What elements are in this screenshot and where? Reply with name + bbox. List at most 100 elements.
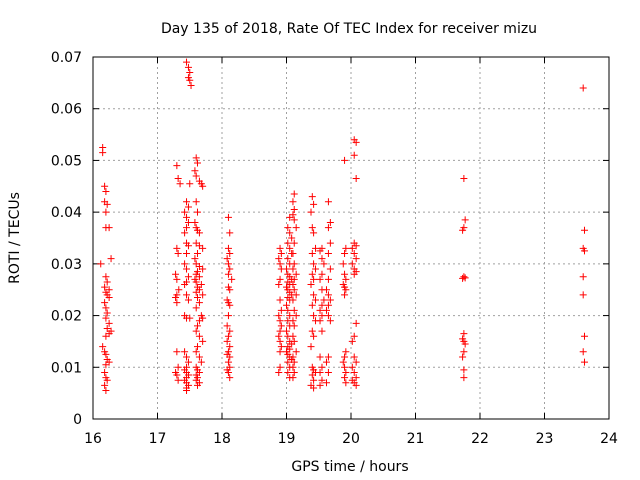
data-point [184, 63, 192, 71]
data-point [181, 208, 189, 216]
data-point [228, 275, 236, 283]
data-point [174, 175, 182, 183]
data-point [318, 301, 326, 309]
data-point [199, 244, 207, 252]
data-point [284, 239, 292, 247]
data-point [173, 275, 181, 283]
data-point [183, 250, 191, 258]
data-point [193, 293, 201, 301]
data-point [579, 291, 587, 299]
data-point [324, 353, 332, 361]
data-point [224, 244, 232, 252]
data-point [312, 296, 320, 304]
data-point [310, 384, 318, 392]
data-point [195, 353, 203, 361]
data-point [97, 260, 105, 268]
data-point [103, 200, 111, 208]
data-point [197, 358, 205, 366]
data-point [308, 224, 316, 232]
data-point [224, 270, 232, 278]
data-point [224, 332, 232, 340]
data-point [308, 250, 316, 258]
data-point [580, 226, 588, 234]
data-point [318, 327, 326, 335]
data-point [342, 244, 350, 252]
data-point [276, 275, 284, 283]
chart-title: Day 135 of 2018, Rate Of TEC Index for r… [161, 21, 537, 37]
data-point [352, 255, 360, 263]
data-point [102, 361, 110, 369]
data-point [226, 353, 234, 361]
data-point [316, 317, 324, 325]
data-point [352, 374, 360, 382]
data-point [223, 255, 231, 263]
data-point [307, 281, 315, 289]
data-point [308, 371, 316, 379]
data-point [286, 229, 294, 237]
data-point [283, 301, 290, 309]
data-point [289, 265, 297, 273]
data-point [348, 337, 356, 345]
data-point [322, 379, 330, 387]
data-point [459, 274, 467, 282]
data-point [174, 376, 182, 384]
data-point [310, 291, 318, 299]
data-point [176, 180, 184, 188]
data-point [326, 296, 334, 304]
data-point [103, 376, 111, 384]
data-point [223, 337, 231, 345]
data-point [102, 332, 110, 340]
data-point [195, 299, 203, 307]
data-point [184, 242, 192, 250]
data-point [341, 250, 349, 258]
data-point [99, 343, 107, 351]
data-point [350, 151, 358, 159]
data-point [226, 327, 234, 335]
data-point [275, 368, 283, 376]
data-point [101, 381, 109, 389]
data-point [195, 317, 203, 325]
data-point [324, 291, 332, 299]
x-axis-tick-labels: 16 17 18 19 20 21 22 23 24 [84, 431, 618, 447]
data-point [181, 260, 189, 268]
data-point [326, 265, 334, 273]
data-point [105, 224, 113, 232]
data-point [318, 312, 326, 320]
data-point [175, 286, 183, 294]
x-tick-label: 22 [471, 431, 489, 447]
data-point [193, 159, 201, 167]
data-point [324, 198, 332, 206]
data-point [283, 327, 290, 335]
data-point [192, 304, 200, 312]
data-point [173, 162, 181, 170]
data-point [580, 332, 588, 340]
data-point [324, 301, 332, 309]
data-point [341, 353, 349, 361]
data-point [186, 69, 194, 77]
data-point [192, 278, 200, 286]
data-point [173, 348, 181, 356]
data-point [288, 234, 296, 242]
data-point [191, 255, 199, 263]
data-point [352, 358, 360, 366]
data-point [460, 330, 468, 338]
x-tick-label: 23 [536, 431, 554, 447]
data-point [342, 368, 350, 376]
data-point [316, 353, 324, 361]
data-point [195, 229, 203, 237]
data-point [181, 281, 189, 289]
data-point [186, 180, 194, 188]
data-point [101, 368, 109, 376]
data-point [101, 283, 109, 291]
data-point [102, 304, 110, 312]
data-point [290, 190, 298, 198]
data-point [290, 286, 298, 294]
data-point [284, 306, 292, 314]
data-point [580, 247, 588, 255]
data-point [341, 374, 349, 382]
data-point [316, 381, 324, 389]
data-point [326, 218, 334, 226]
data-point [318, 255, 326, 263]
data-point [183, 265, 191, 273]
y-tick-label: 0.05 [51, 153, 82, 169]
